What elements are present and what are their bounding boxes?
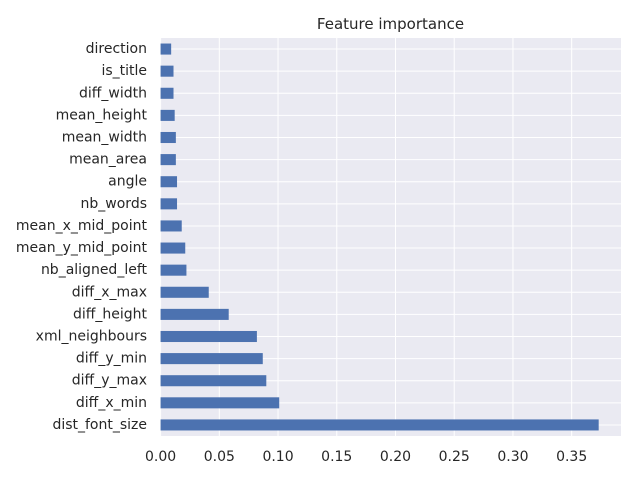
y-tick-label: direction: [86, 41, 147, 57]
bar-angle: [160, 176, 178, 188]
bar-mean-height: [160, 109, 175, 121]
bars: [160, 43, 599, 431]
y-tick-label: diff_x_max: [72, 284, 147, 300]
bar-xml-neighbours: [160, 330, 257, 343]
bar-mean-width: [160, 131, 176, 144]
x-tick-label: 0.30: [497, 449, 528, 465]
y-tick-label: diff_x_min: [76, 395, 147, 411]
x-tick-label: 0.35: [556, 449, 587, 465]
y-tick-label: mean_width: [62, 130, 147, 146]
y-tick-label: xml_neighbours: [36, 329, 147, 345]
y-tick-label: diff_height: [73, 306, 148, 322]
x-tick-label: 0.00: [145, 449, 176, 465]
y-tick-label: nb_aligned_left: [41, 262, 148, 278]
y-tick-label: is_title: [101, 63, 147, 79]
bar-mean-x-mid-point: [160, 220, 182, 232]
y-tick-label: mean_y_mid_point: [16, 240, 148, 256]
y-tick-label: mean_area: [69, 152, 147, 168]
y-tick-label: diff_width: [79, 85, 147, 101]
y-tick-label: diff_y_min: [76, 351, 147, 367]
x-tick-labels: 0.00 0.05 0.10 0.15 0.20 0.25 0.30 0.35: [145, 449, 587, 465]
bar-dist-font-size: [160, 419, 599, 431]
y-tick-label: angle: [108, 174, 147, 190]
x-tick-label: 0.25: [439, 449, 470, 465]
bar-is-title: [160, 65, 174, 77]
bar-nb-words: [160, 198, 178, 210]
y-tick-label: mean_x_mid_point: [16, 218, 148, 234]
bar-mean-y-mid-point: [160, 242, 186, 254]
bar-direction: [160, 43, 172, 55]
y-tick-labels: dist_font_size diff_x_min diff_y_max diff_y…: [16, 41, 148, 433]
y-tick-label: nb_words: [81, 196, 147, 212]
bar-diff-x-min: [160, 397, 280, 409]
plot-background: [160, 38, 621, 436]
x-tick-label: 0.10: [262, 449, 293, 465]
x-tick-label: 0.20: [380, 449, 411, 465]
x-tick-label: 0.05: [204, 449, 235, 465]
bar-nb-aligned-left: [160, 264, 187, 276]
bar-diff-y-max: [160, 375, 267, 387]
y-tick-label: dist_font_size: [52, 417, 147, 433]
y-tick-label: diff_y_max: [72, 373, 147, 389]
bar-diff-y-min: [160, 353, 263, 365]
bar-diff-height: [160, 308, 229, 320]
y-tick-label: mean_height: [56, 107, 148, 123]
bar-diff-x-max: [160, 286, 209, 298]
bar-diff-width: [160, 87, 174, 99]
bar-mean-area: [160, 154, 176, 166]
chart-title: Feature importance: [317, 15, 464, 33]
x-tick-label: 0.15: [321, 449, 352, 465]
